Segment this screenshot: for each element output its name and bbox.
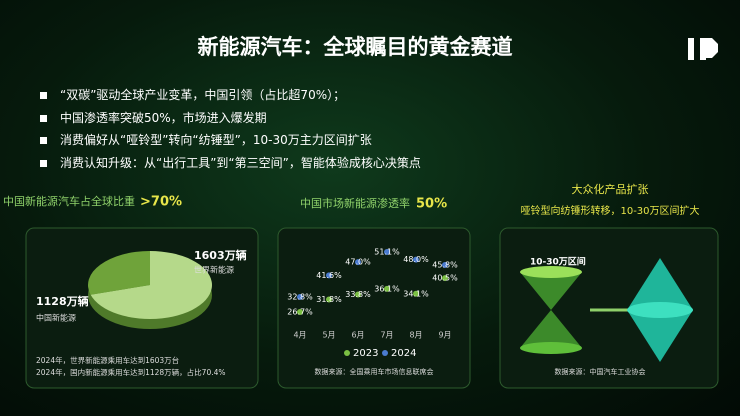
point	[355, 259, 361, 266]
panel-subheading: 哑铃型向纺锤形转移，10-30万区间扩大	[520, 204, 699, 217]
point	[413, 256, 419, 263]
panel-highlight: >70%	[140, 195, 182, 210]
x-tick-label: 5月	[322, 331, 335, 340]
pie-label: 中国新能源	[36, 313, 76, 323]
point	[326, 296, 332, 303]
panel-highlight: 50%	[416, 197, 447, 212]
data-label: 40.5%	[432, 274, 458, 283]
bullet-marker	[40, 114, 47, 122]
logo	[688, 38, 718, 60]
title: 新能源汽车：全球瞩目的黄金赛道	[198, 35, 513, 59]
x-tick-label: 8月	[409, 331, 422, 340]
data-label: 41.6%	[316, 271, 342, 280]
bullet-list: “双碳”驱动全球产业变革，中国引领（占比超70%）； 中国渗透率突破50%，市场进…	[40, 84, 421, 174]
spindle-shape	[627, 302, 693, 318]
point	[355, 291, 361, 298]
legend-marker	[344, 350, 350, 356]
bullet-marker	[40, 159, 47, 167]
point	[413, 290, 419, 297]
point	[442, 262, 448, 269]
data-label: 34.1%	[403, 289, 429, 298]
data-label: 36.1%	[374, 284, 400, 293]
data-label: 26.7%	[287, 308, 313, 317]
panel-heading: 中国新能源汽车占全球比重	[3, 194, 135, 208]
source: 数据来源：中国汽车工业协会	[555, 367, 646, 376]
point	[442, 275, 448, 282]
data-label: 33.8%	[345, 290, 371, 299]
data-label: 45.8%	[432, 261, 458, 270]
pie-slice	[87, 251, 150, 295]
panel-heading: 中国市场新能源渗透率	[300, 196, 410, 210]
data-label: 47.0%	[345, 258, 371, 267]
pie-label: 1603万辆	[194, 248, 247, 262]
bullet: 消费偏好从“哑铃型”转向“纺锤型”，10-30万主力区间扩张	[40, 129, 421, 152]
panel-heading: 大众化产品扩张	[572, 182, 649, 196]
data-label: 31.8%	[316, 295, 342, 304]
x-tick-label: 7月	[380, 331, 393, 340]
pie-label: 1128万辆	[36, 294, 89, 308]
bullet: “双碳”驱动全球产业变革，中国引领（占比超70%）；	[40, 84, 421, 107]
x-tick-label: 9月	[438, 331, 451, 340]
point	[384, 285, 390, 292]
bullet-marker	[40, 137, 47, 144]
data-label: 32.8%	[287, 293, 313, 302]
bullet: 中国渗透率突破50%，市场进入爆发期	[40, 107, 421, 130]
data-label: 48.0%	[403, 255, 429, 264]
point	[326, 272, 332, 279]
point	[297, 294, 303, 300]
point	[384, 249, 390, 255]
point	[297, 309, 303, 315]
x-tick-label: 6月	[351, 331, 364, 340]
note: 2024年，世界新能源乘用车达到1603万台	[36, 355, 179, 365]
pie-label: 世界新能源	[194, 265, 234, 275]
x-tick-label: 4月	[293, 331, 306, 340]
legend-marker	[382, 350, 388, 356]
legend-label: 2024	[391, 348, 416, 359]
tag: 10-30万区间	[530, 256, 586, 268]
pie-slice	[90, 251, 212, 319]
bullet: 消费认知升级：从“出行工具”到“第三空间”，智能体验成核心决策点	[40, 152, 421, 175]
legend-label: 2023	[353, 348, 378, 359]
dumbbell-shape	[520, 266, 582, 354]
bullet-marker	[40, 92, 47, 99]
source: 数据来源：全国乘用车市场信息联席会	[315, 367, 434, 376]
panel	[277, 227, 471, 389]
data-label: 51.1%	[374, 248, 400, 257]
note: 2024年，国内新能源乘用车达到1128万辆，占比70.4%	[36, 367, 226, 377]
